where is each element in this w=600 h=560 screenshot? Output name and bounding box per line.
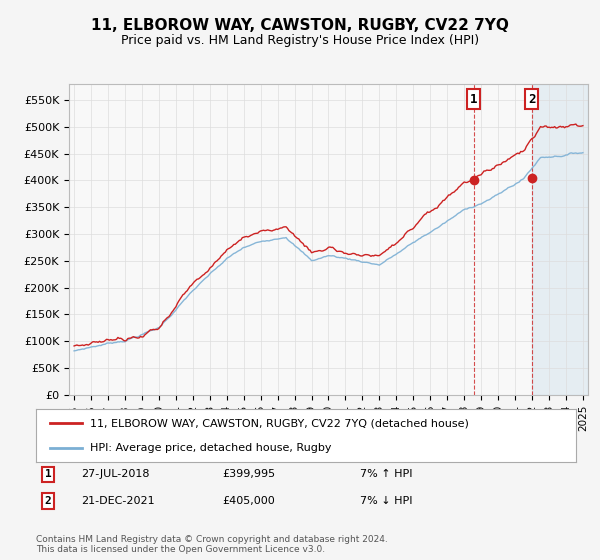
Text: 1: 1 — [44, 469, 52, 479]
Text: 1: 1 — [470, 92, 477, 105]
Text: £405,000: £405,000 — [222, 496, 275, 506]
Text: 21-DEC-2021: 21-DEC-2021 — [81, 496, 155, 506]
Text: 7% ↑ HPI: 7% ↑ HPI — [360, 469, 413, 479]
Text: 7% ↓ HPI: 7% ↓ HPI — [360, 496, 413, 506]
Text: HPI: Average price, detached house, Rugby: HPI: Average price, detached house, Rugb… — [90, 442, 331, 452]
Bar — [532, 84, 588, 395]
Text: Price paid vs. HM Land Registry's House Price Index (HPI): Price paid vs. HM Land Registry's House … — [121, 34, 479, 47]
Text: 2: 2 — [44, 496, 52, 506]
Text: 27-JUL-2018: 27-JUL-2018 — [81, 469, 149, 479]
Text: 11, ELBOROW WAY, CAWSTON, RUGBY, CV22 7YQ: 11, ELBOROW WAY, CAWSTON, RUGBY, CV22 7Y… — [91, 18, 509, 32]
Text: 11, ELBOROW WAY, CAWSTON, RUGBY, CV22 7YQ (detached house): 11, ELBOROW WAY, CAWSTON, RUGBY, CV22 7Y… — [90, 418, 469, 428]
Text: £399,995: £399,995 — [222, 469, 275, 479]
Text: 2: 2 — [528, 92, 535, 105]
Text: Contains HM Land Registry data © Crown copyright and database right 2024.
This d: Contains HM Land Registry data © Crown c… — [36, 535, 388, 554]
